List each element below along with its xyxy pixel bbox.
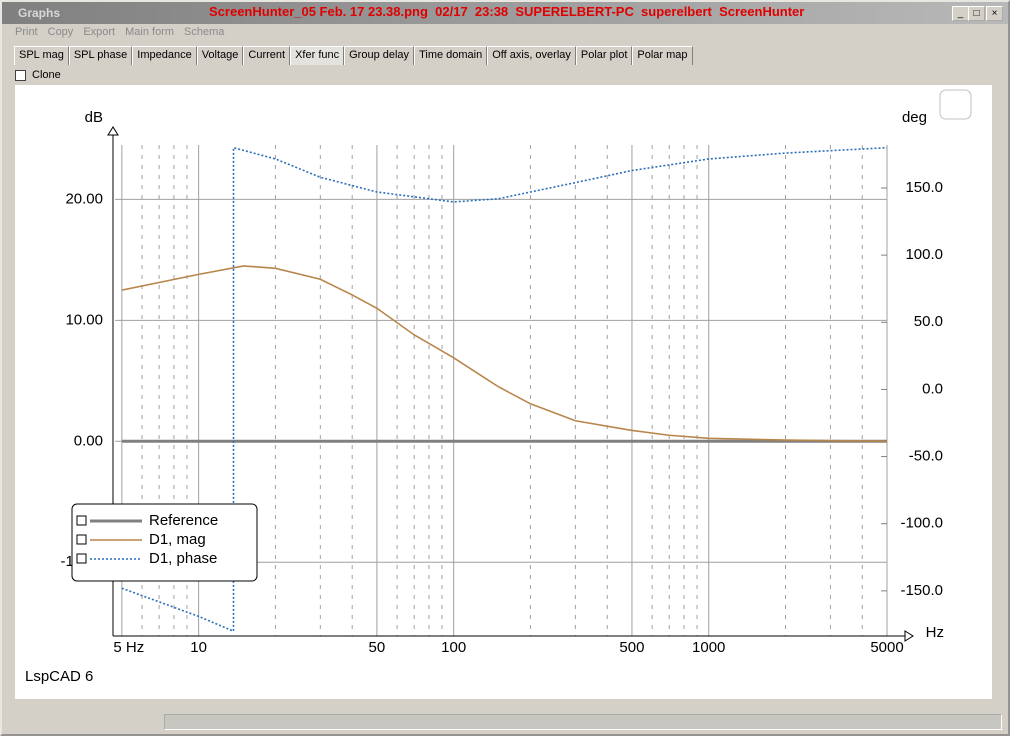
menu-item[interactable]: Main form [125,26,175,38]
legend-label: Reference [149,512,218,529]
corner-button[interactable] [939,89,972,120]
x-tick-label: 5 Hz [113,639,144,656]
legend-checkbox[interactable] [76,553,87,564]
clone-option[interactable]: Clone [15,69,61,81]
tab[interactable]: Current [243,46,291,65]
tab-bar: SPL mag SPL phase Impedance Voltage Current X… [14,46,693,65]
y-axis-label: dB [85,109,103,126]
clone-label: Clone [32,69,61,81]
y2-axis-label: deg [902,109,927,126]
chart: LspCAD 6 5 Hz 10 50 100 500 1000 5000 20.00 10.0… [25,89,972,685]
tab[interactable]: SPL mag [14,46,69,65]
y2-tick-label: -100.0 [900,515,943,532]
x-tick-label: 50 [369,639,386,656]
y2-tick-label: 150.0 [905,179,943,196]
x-tick-label: 10 [190,639,207,656]
x-tick-label: 500 [619,639,644,656]
x-axis-label: Hz [926,624,944,641]
y-tick-label: 0.00 [74,432,103,449]
status-bar [4,714,1004,730]
tab[interactable]: Group delay [344,46,415,65]
overlay-text: ScreenHunter_05 Feb. 17 23.38.png 02/17 … [209,4,805,19]
x-axis-arrow [904,630,914,642]
tab[interactable]: Impedance [132,46,197,65]
y2-tick-label: 0.0 [922,380,943,397]
menu-item[interactable]: Print [15,26,38,38]
legend-label: D1, phase [149,550,217,567]
y-tick-label: 20.00 [65,190,103,207]
footer-label: LspCAD 6 [25,668,93,685]
tab[interactable]: SPL phase [68,46,133,65]
title-bar: Graphs ScreenHunter_05 Feb. 17 23.38.png… [2,2,1008,24]
checkbox[interactable] [15,69,26,81]
y2-tick-label: 100.0 [905,246,943,263]
menu-item[interactable]: Export [83,26,116,38]
y-tick-label: 10.00 [65,311,103,328]
tab[interactable]: Time domain [414,46,488,65]
y2-tick-label: 50.0 [914,313,943,330]
legend-checkbox[interactable] [76,515,87,526]
tab[interactable]: Polar map [632,46,693,65]
series-line [121,265,888,443]
window-title: Graphs [18,6,61,20]
y2-tick-label: -150.0 [900,582,943,599]
close-button[interactable]: × [986,6,1003,21]
legend-checkbox[interactable] [76,534,87,545]
legend-box [71,503,258,582]
graph-panel: LspCAD 6 5 Hz 10 50 100 500 1000 5000 20.00 10.0… [15,85,992,699]
minimize-button[interactable]: _ [952,6,969,21]
tab[interactable]: Off axis, overlay [487,46,576,65]
legend-label: D1, mag [149,531,206,548]
series-line [121,146,888,633]
y2-tick-label: -50.0 [909,448,943,465]
menu-bar: Print Copy Export Main form Schema [10,26,229,38]
x-tick-label: 100 [441,639,466,656]
menu-item[interactable]: Copy [47,26,74,38]
x-tick-label: 1000 [692,639,725,656]
x-tick-label: 5000 [870,639,903,656]
tab[interactable]: Polar plot [575,46,633,65]
menu-item[interactable]: Schema [184,26,225,38]
y-axis-arrow [107,126,119,136]
scrollbar[interactable] [164,714,1002,730]
tab[interactable]: Voltage [196,46,244,65]
maximize-button[interactable]: □ [968,6,985,21]
tab[interactable]: Xfer func [290,46,345,65]
